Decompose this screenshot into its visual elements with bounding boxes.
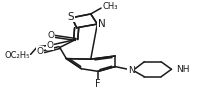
Text: O: O bbox=[47, 31, 54, 40]
Text: CH₃: CH₃ bbox=[102, 2, 118, 11]
Text: S: S bbox=[68, 12, 74, 22]
Text: O: O bbox=[36, 47, 43, 56]
Text: F: F bbox=[95, 79, 101, 89]
Text: O: O bbox=[46, 41, 54, 50]
Text: N: N bbox=[98, 18, 105, 28]
Text: OC₂H₅: OC₂H₅ bbox=[4, 51, 30, 60]
Text: NH: NH bbox=[176, 65, 189, 74]
Text: N: N bbox=[128, 66, 135, 75]
